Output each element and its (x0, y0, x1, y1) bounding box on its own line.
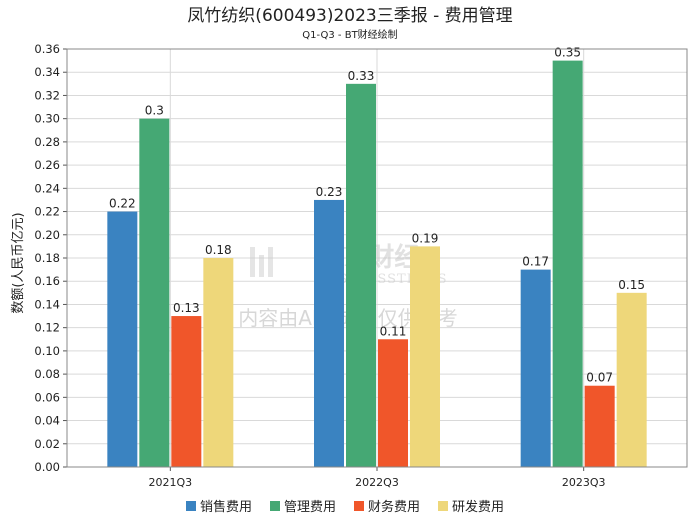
bar-value-label: 0.23 (316, 185, 343, 199)
bar (616, 292, 647, 467)
bars (107, 60, 647, 468)
bar (584, 385, 615, 467)
bar (410, 246, 440, 467)
bar (107, 211, 138, 467)
data-labels: 0.22 0.3 0.13 0.18 0.23 0.33 0.11 0.19 0.17 0.35 0… (109, 46, 645, 385)
y-tick-label: 0.36 (34, 42, 60, 56)
y-tick-label: 0.16 (34, 274, 60, 288)
y-tick-label: 0.18 (34, 251, 60, 265)
legend-label: 销售费用 (200, 499, 252, 515)
x-tick-label: 2021Q3 (149, 476, 193, 489)
bar (314, 199, 344, 467)
chart-subtitle: Q1-Q3 - BT财经绘制 (302, 28, 397, 41)
y-tick-label: 0.00 (34, 460, 60, 474)
legend-label: 管理费用 (284, 500, 336, 515)
watermark-logo-icon (250, 247, 273, 277)
y-tick-label: 0.08 (34, 367, 60, 381)
y-tick-label: 0.12 (34, 321, 60, 335)
y-tick-label: 0.02 (34, 437, 60, 451)
legend-swatch (354, 501, 364, 511)
y-tick-label: 0.20 (34, 228, 60, 242)
legend-label: 财务费用 (368, 499, 420, 515)
y-tick-label: 0.30 (34, 112, 60, 126)
bar (520, 269, 551, 467)
y-tick-label: 0.10 (34, 344, 60, 358)
bar (552, 60, 583, 467)
legend-swatch (270, 501, 280, 511)
bar-value-label: 0.19 (412, 231, 439, 245)
bar-value-label: 0.3 (145, 104, 164, 118)
bar (171, 316, 202, 467)
bar-value-label: 0.13 (173, 301, 200, 315)
legend: 销售费用 管理费用 财务费用 研发费用 (186, 499, 504, 515)
x-tick-label: 2023Q3 (562, 476, 606, 489)
bar (139, 118, 170, 468)
y-tick-label: 0.22 (34, 205, 60, 219)
bar-value-label: 0.22 (109, 197, 136, 211)
plot-frame (66, 48, 688, 468)
gridlines (67, 48, 687, 468)
legend-label: 研发费用 (452, 499, 504, 515)
bar-value-label: 0.33 (348, 69, 375, 83)
bar-value-label: 0.18 (205, 243, 232, 257)
y-axis-label: 数额(人民币亿元) (11, 212, 26, 313)
bar-value-label: 0.15 (618, 278, 645, 292)
y-tick-label: 0.24 (34, 181, 60, 195)
bar-value-label: 0.17 (522, 255, 549, 269)
x-tick-label: 2022Q3 (355, 476, 399, 489)
bar-value-label: 0.35 (554, 46, 581, 60)
y-tick-label: 0.28 (34, 135, 60, 149)
bar-value-label: 0.11 (380, 324, 407, 338)
legend-swatch (186, 501, 196, 511)
bar (203, 258, 234, 467)
bar-value-label: 0.07 (586, 371, 613, 385)
bar (346, 83, 376, 467)
chart-title: 凤竹纺织(600493)2023三季报 - 费用管理 (187, 6, 512, 26)
y-tick-label: 0.32 (34, 88, 60, 102)
bar (378, 339, 408, 467)
y-tick-label: 0.26 (34, 158, 60, 172)
y-tick-label: 0.04 (34, 414, 60, 428)
y-tick-label: 0.06 (34, 390, 60, 404)
y-tick-label: 0.34 (34, 65, 60, 79)
axes: 0.00 0.02 0.04 0.06 0.08 0.10 0.12 0.14 0.16 0.18… (34, 42, 688, 489)
legend-swatch (438, 501, 448, 511)
y-tick-label: 0.14 (34, 297, 60, 311)
